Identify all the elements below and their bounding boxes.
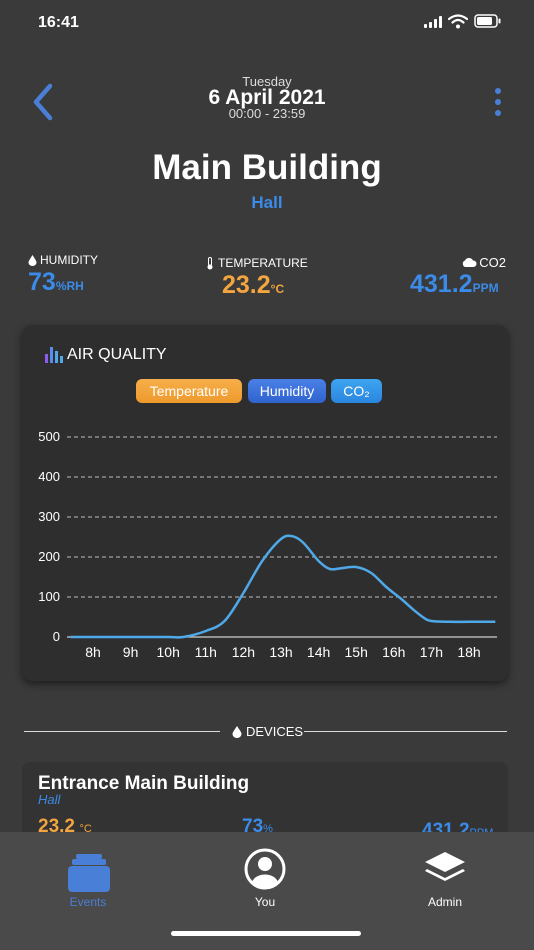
- user-icon: [244, 848, 286, 890]
- date-label[interactable]: 6 April 2021: [208, 86, 326, 109]
- humidity-unit: %RH: [55, 279, 84, 293]
- layers-icon: [425, 852, 465, 881]
- x-tick-label: 8h: [85, 644, 101, 660]
- bar-chart-icon: [45, 347, 63, 363]
- x-tick-label: 13h: [269, 644, 293, 660]
- co2-unit: PPM: [472, 281, 499, 295]
- device-name: Entrance Main Building: [38, 773, 250, 794]
- humidity-drop-icon: [28, 254, 37, 266]
- temperature-stat: TEMPERATURE 23.2°C: [206, 256, 308, 300]
- humidity-stat: HUMIDITY 73%RH: [28, 253, 98, 297]
- x-tick-label: 18h: [457, 644, 481, 660]
- filter-humidity-chip[interactable]: Humidity: [248, 379, 326, 403]
- devices-divider-left: [24, 731, 220, 732]
- x-tick-label: 12h: [231, 644, 256, 660]
- tab-events-label[interactable]: Events: [69, 895, 107, 909]
- location-subtitle: Hall: [251, 193, 283, 212]
- x-tick-label: 16h: [382, 644, 406, 660]
- devices-divider-right: [304, 731, 507, 732]
- devices-heading-text: DEVICES: [246, 724, 304, 739]
- temperature-unit: °C: [270, 282, 285, 296]
- x-tick-label: 9h: [122, 644, 139, 660]
- status-time: 16:41: [38, 14, 79, 31]
- air-quality-chart: [67, 436, 497, 639]
- y-tick-label: 100: [38, 589, 60, 604]
- tab-events[interactable]: [48, 848, 128, 916]
- temperature-value: 23.2: [222, 271, 271, 299]
- x-tick-label: 14h: [306, 644, 331, 660]
- temperature-label: TEMPERATURE: [218, 256, 308, 270]
- cloud-icon: [463, 258, 477, 267]
- air-quality-title: AIR QUALITY: [45, 346, 167, 364]
- date-weekday: Tuesday: [242, 74, 292, 89]
- devices-heading: DEVICES: [232, 724, 303, 739]
- y-tick-label: 400: [38, 469, 60, 484]
- co2-stat: CO2 431.2PPM: [410, 255, 510, 299]
- events-stack-icon: [68, 854, 110, 892]
- device-humidity: 73%: [242, 816, 273, 838]
- y-tick-label: 500: [38, 429, 60, 444]
- filter-co2-chip[interactable]: CO₂: [331, 379, 382, 403]
- x-tick-label: 15h: [344, 644, 368, 660]
- wifi-icon: [448, 14, 468, 29]
- device-humidity-value: 73: [242, 816, 264, 837]
- battery-icon: [474, 14, 501, 28]
- y-tick-label: 300: [38, 509, 60, 524]
- home-indicator: [171, 931, 361, 936]
- co2-label: CO2: [479, 255, 506, 270]
- tab-you-label[interactable]: You: [254, 895, 276, 909]
- air-quality-title-text: AIR QUALITY: [67, 346, 167, 363]
- time-range: 00:00 - 23:59: [228, 106, 306, 121]
- page-title: Main Building: [152, 148, 382, 187]
- more-options-icon[interactable]: [490, 86, 506, 118]
- y-tick-label: 200: [38, 549, 60, 564]
- back-icon[interactable]: [28, 82, 58, 122]
- humidity-value: 73: [28, 268, 56, 296]
- signal-icon: [424, 16, 442, 28]
- drop-icon: [232, 725, 242, 738]
- series-line: [70, 534, 496, 639]
- tab-you[interactable]: [225, 848, 305, 916]
- tab-admin[interactable]: [405, 848, 485, 916]
- humidity-label: HUMIDITY: [40, 253, 98, 267]
- x-tick-label: 10h: [156, 644, 180, 660]
- y-tick-label: 0: [52, 629, 60, 644]
- tab-admin-label[interactable]: Admin: [427, 895, 462, 909]
- thermometer-icon: [207, 256, 213, 269]
- device-temperature-value: 23.2: [38, 816, 75, 837]
- x-tick-label: 11h: [194, 644, 217, 660]
- co2-value: 431.2: [410, 270, 473, 298]
- filter-temperature-chip[interactable]: Temperature: [136, 379, 242, 403]
- device-location: Hall: [38, 792, 61, 807]
- device-humidity-unit: %: [263, 823, 273, 835]
- x-tick-label: 17h: [419, 644, 444, 660]
